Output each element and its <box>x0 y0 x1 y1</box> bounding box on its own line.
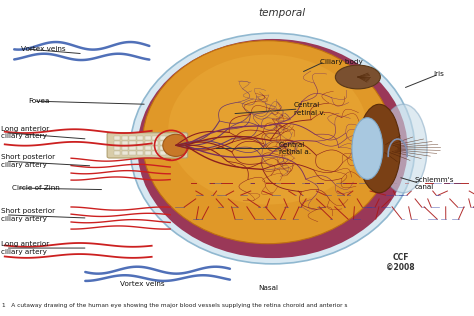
Bar <box>129 146 136 150</box>
Bar <box>167 151 173 155</box>
Ellipse shape <box>137 39 408 258</box>
Text: Central
retinal a.: Central retinal a. <box>279 142 311 155</box>
Text: Circle of Zinn: Circle of Zinn <box>12 185 60 191</box>
Text: Fovea: Fovea <box>28 98 50 104</box>
Text: Long anterior
ciliary artery: Long anterior ciliary artery <box>1 241 49 255</box>
Text: Schlemm's
canal: Schlemm's canal <box>415 177 454 190</box>
Bar <box>129 151 136 155</box>
Bar <box>145 146 151 150</box>
Bar <box>122 151 128 155</box>
Bar <box>167 146 173 150</box>
Text: Long anterior
ciliary artery: Long anterior ciliary artery <box>1 126 49 139</box>
Bar <box>137 151 143 155</box>
Bar <box>145 136 151 140</box>
Bar <box>122 146 128 150</box>
Ellipse shape <box>163 134 189 156</box>
Bar <box>122 136 128 140</box>
Text: Short posterior
ciliary artery: Short posterior ciliary artery <box>1 208 55 222</box>
Ellipse shape <box>352 118 383 179</box>
Bar <box>152 141 158 145</box>
Bar <box>145 151 151 155</box>
Bar <box>160 136 166 140</box>
Bar <box>152 146 158 150</box>
Bar <box>129 141 136 145</box>
FancyBboxPatch shape <box>107 133 188 158</box>
Bar <box>160 141 166 145</box>
Ellipse shape <box>130 33 415 264</box>
Text: temporal: temporal <box>258 8 306 18</box>
Bar <box>167 141 173 145</box>
Ellipse shape <box>143 41 393 244</box>
Text: Iris: Iris <box>434 71 445 77</box>
Text: Vortex veins: Vortex veins <box>21 46 66 52</box>
Bar <box>137 146 143 150</box>
Ellipse shape <box>335 65 380 89</box>
Bar <box>137 136 143 140</box>
Bar <box>152 151 158 155</box>
Text: Vortex veins: Vortex veins <box>120 282 164 287</box>
Bar <box>152 136 158 140</box>
Bar <box>114 146 120 150</box>
Text: Ciliary body: Ciliary body <box>320 59 363 64</box>
Ellipse shape <box>358 104 401 193</box>
Bar <box>137 141 143 145</box>
Text: Central
retinal v.: Central retinal v. <box>294 102 325 116</box>
Text: Short posterior
ciliary artery: Short posterior ciliary artery <box>1 155 55 168</box>
Text: CCF
©2008: CCF ©2008 <box>386 252 415 272</box>
Bar <box>145 141 151 145</box>
Bar <box>129 136 136 140</box>
Bar <box>122 141 128 145</box>
Text: Nasal: Nasal <box>258 285 278 290</box>
Bar <box>160 146 166 150</box>
Ellipse shape <box>168 55 367 204</box>
Bar <box>114 136 120 140</box>
Bar <box>114 151 120 155</box>
Text: 1   A cutaway drawing of the human eye showing the major blood vessels supplying: 1 A cutaway drawing of the human eye sho… <box>2 303 348 308</box>
Bar <box>160 151 166 155</box>
Bar <box>167 136 173 140</box>
Ellipse shape <box>380 104 427 193</box>
Bar <box>114 141 120 145</box>
